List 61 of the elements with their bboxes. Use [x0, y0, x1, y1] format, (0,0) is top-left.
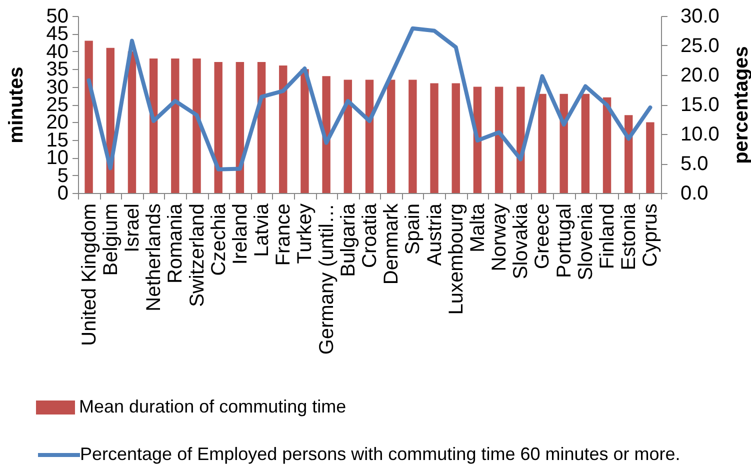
x-tick-label: Romania	[164, 202, 187, 284]
bar	[581, 94, 590, 193]
x-tick-label: Turkey	[294, 204, 316, 264]
x-tick-label: Belgium	[100, 204, 122, 276]
bar	[408, 80, 417, 193]
x-tick-label: Norway	[488, 204, 511, 272]
bar	[386, 80, 396, 193]
y2-tick-label: 15.0	[680, 94, 720, 116]
x-tick-label: Luxembourg	[445, 204, 468, 315]
x-tick-label: Portugal	[553, 204, 576, 278]
x-tick-label: Ireland	[229, 204, 252, 265]
bar	[430, 83, 438, 193]
x-tick-label: Greece	[532, 204, 554, 270]
bar	[149, 58, 158, 193]
x-tick-label: Czechia	[208, 202, 230, 276]
x-tick-label: Switzerland	[186, 204, 208, 307]
bar	[128, 51, 136, 193]
bar	[279, 66, 288, 193]
bar	[452, 83, 460, 193]
x-tick-label: Germany (until…	[316, 204, 338, 355]
y2-tick-label: 5.0	[680, 153, 708, 175]
x-tick-label: Denmark	[380, 202, 403, 285]
legend-label: Percentage of Employed persons with commuting time 60 minutes or more.	[80, 444, 680, 464]
x-tick-label: Netherlands	[143, 204, 166, 312]
x-tick-label: Latvia	[251, 202, 274, 257]
x-tick-label: Estonia	[618, 202, 640, 270]
bar	[257, 62, 266, 193]
line-series	[86, 26, 652, 172]
x-tick-label: Cyprus	[640, 204, 662, 267]
x-tick-label: Croatia	[359, 202, 381, 268]
y2-tick-label: 20.0	[680, 64, 720, 86]
bar	[192, 58, 201, 193]
bar	[494, 86, 504, 193]
bar	[646, 122, 654, 193]
bar	[214, 62, 222, 193]
x-tick-label: Slovakia	[510, 202, 532, 280]
y2-tick-label: 0.0	[680, 182, 708, 204]
x-tick-label: Malta	[466, 202, 489, 252]
bar	[300, 69, 309, 193]
x-tick-label: France	[272, 204, 295, 266]
bar	[236, 62, 244, 193]
bar	[538, 94, 546, 193]
y-axis-title: minutes	[5, 66, 28, 144]
y2-tick-label: 10.0	[680, 124, 720, 146]
bar	[322, 76, 330, 193]
x-tick-label: Bulgaria	[337, 202, 360, 277]
x-tick-label: Slovenia	[574, 202, 597, 280]
bar	[602, 97, 612, 193]
bar	[344, 80, 352, 193]
bar	[171, 58, 180, 193]
x-tick-label: Israel	[121, 204, 144, 252]
x-tick-label: Spain	[402, 204, 424, 255]
x-tick-label: Austria	[424, 202, 446, 266]
x-tick-label: Finland	[596, 204, 619, 270]
y2-tick-label: 25.0	[680, 35, 720, 57]
bar	[84, 40, 93, 193]
y2-tick-label: 30.0	[680, 6, 720, 28]
legend-label: Mean duration of commuting time	[79, 396, 346, 416]
x-tick-label: United Kingdom	[78, 204, 100, 346]
bar	[560, 94, 568, 193]
bar	[365, 80, 374, 193]
